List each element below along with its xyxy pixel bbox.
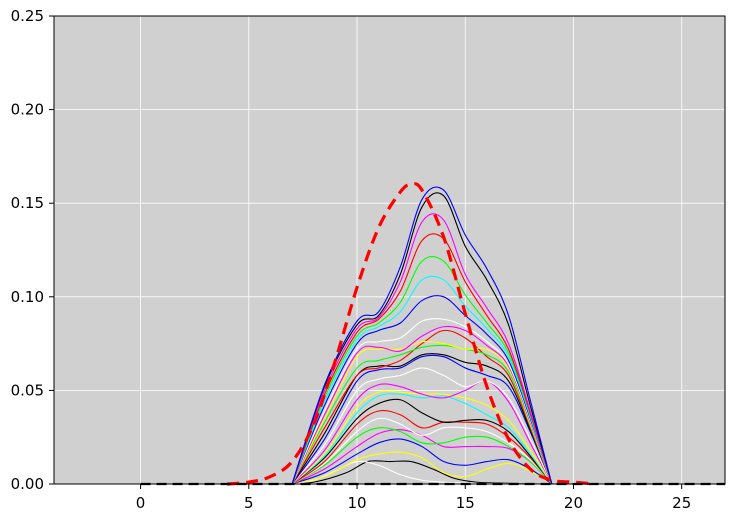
plot-area (53, 15, 726, 485)
y-tick-label: 0.00 (11, 475, 44, 493)
y-tick-label: 0.15 (11, 194, 44, 212)
series-line-24 (291, 213, 553, 485)
series-line-18 (291, 325, 553, 485)
series-line-20 (291, 295, 553, 485)
x-tick-label: 10 (347, 494, 366, 512)
series-line-23 (291, 233, 553, 485)
series-line-21 (291, 275, 553, 485)
x-tick-label: 15 (456, 494, 475, 512)
series-line-16 (291, 344, 553, 485)
series-line-13 (291, 354, 553, 485)
series-line-11 (291, 380, 553, 485)
series-line-25 (291, 192, 553, 485)
series-line-22 (291, 256, 553, 485)
axis-ticks: 0 5 10 15 20 25 0.00 0.05 0.10 0.15 0.20 0.25 (11, 7, 692, 512)
series-line-27 (227, 182, 596, 486)
series-line-26 (291, 186, 553, 485)
series-line-12 (291, 367, 553, 485)
y-tick-label: 0.20 (11, 101, 44, 119)
series-lines (140, 182, 725, 486)
y-tick-label: 0.25 (11, 7, 44, 25)
x-tick-label: 25 (672, 494, 691, 512)
series-line-3 (291, 438, 553, 485)
x-tick-label: 0 (136, 494, 146, 512)
series-line-19 (291, 318, 553, 485)
x-tick-label: 20 (564, 494, 583, 512)
grid-lines (54, 15, 725, 485)
series-line-15 (291, 329, 553, 485)
plot-frame (53, 15, 726, 485)
series-line-6 (291, 417, 553, 485)
series-line-8 (291, 398, 553, 485)
series-line-17 (291, 340, 553, 485)
series-line-5 (291, 427, 553, 485)
y-tick-label: 0.10 (11, 288, 44, 306)
series-line-4 (291, 429, 553, 485)
y-tick-label: 0.05 (11, 381, 44, 399)
series-line-2 (291, 451, 553, 485)
x-tick-label: 5 (244, 494, 254, 512)
series-line-7 (291, 409, 553, 485)
series-line-10 (291, 390, 553, 485)
